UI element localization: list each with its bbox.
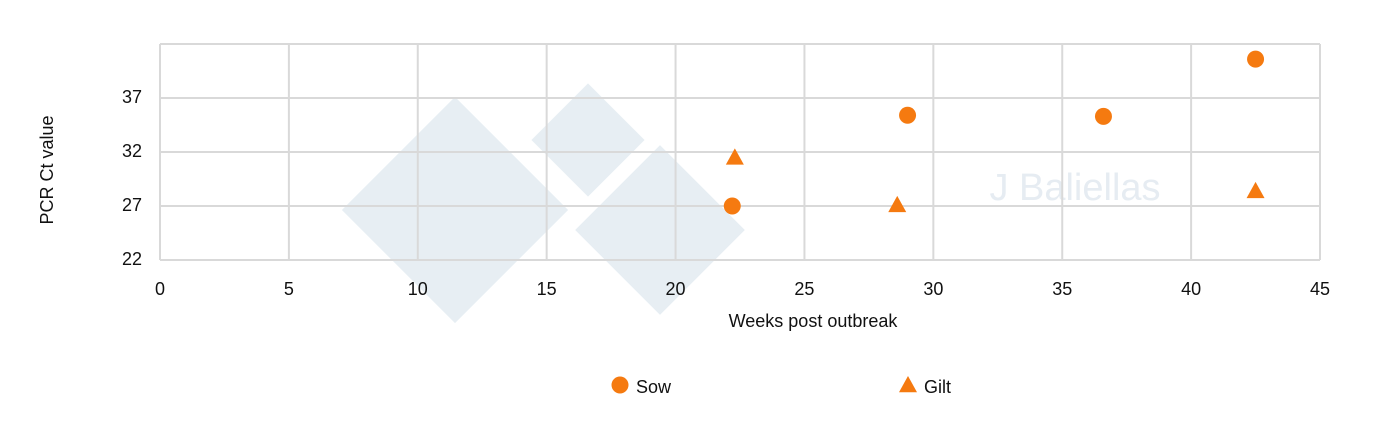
marker-circle <box>899 106 917 124</box>
marker-circle <box>1247 50 1265 68</box>
y-tick-label: 37 <box>122 87 142 107</box>
legend-marker <box>899 376 917 393</box>
watermark: J Baliellas <box>989 167 1160 209</box>
x-axis-label: Weeks post outbreak <box>729 311 899 331</box>
legend-label: Gilt <box>924 377 951 397</box>
x-tick-label: 45 <box>1310 279 1330 299</box>
x-tick-label: 40 <box>1181 279 1201 299</box>
marker-triangle <box>1246 181 1265 199</box>
y-axis-label: PCR Ct value <box>37 115 57 224</box>
x-tick-label: 35 <box>1052 279 1072 299</box>
x-tick-label: 10 <box>408 279 428 299</box>
x-tick-label: 20 <box>666 279 686 299</box>
x-tick-label: 15 <box>537 279 557 299</box>
x-tick-label: 0 <box>155 279 165 299</box>
logo-watermark <box>341 83 745 324</box>
x-tick-label: 25 <box>794 279 814 299</box>
x-tick-label: 5 <box>284 279 294 299</box>
legend-label: Sow <box>636 377 672 397</box>
y-tick-label: 22 <box>122 249 142 269</box>
marker-triangle <box>888 195 907 213</box>
x-tick-label: 30 <box>923 279 943 299</box>
y-tick-label: 27 <box>122 195 142 215</box>
y-tick-label: 32 <box>122 141 142 161</box>
marker-circle <box>723 197 741 215</box>
marker-circle <box>1094 107 1112 125</box>
marker-triangle <box>725 148 744 165</box>
legend-marker <box>611 376 629 394</box>
